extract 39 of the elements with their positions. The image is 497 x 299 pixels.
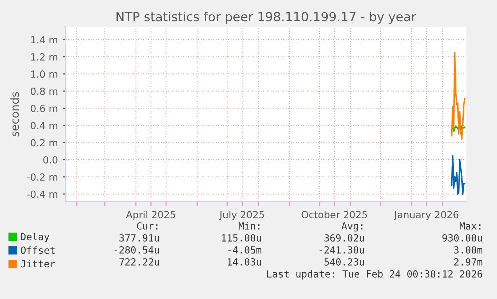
chart-title: NTP statistics for peer 198.110.199.17 - by year: [116, 12, 416, 24]
text: 115.00u: [222, 234, 262, 242]
y-tick-label: 0.8 m: [30, 88, 58, 96]
text: Last update: Tue Feb 24 00:30:12 2026: [267, 270, 482, 280]
text: Cur:: [137, 222, 158, 230]
y-tick-label: -0.4 m: [27, 190, 58, 198]
text: 3.00m: [454, 246, 483, 254]
legend-label: Offset: [21, 246, 55, 254]
text: 2.97m: [454, 258, 483, 266]
text: 14.03u: [228, 258, 262, 266]
text: 540.23u: [324, 258, 364, 266]
text: Avg:: [342, 222, 363, 232]
line-series: [451, 52, 466, 140]
text: 369.02u: [324, 234, 364, 242]
y-tick-label: 1.0 m: [31, 70, 58, 78]
x-tick-label: January 2026: [394, 211, 459, 220]
y-tick-label: 0.4 m: [30, 122, 58, 130]
y-tick-label: 1.2 m: [31, 54, 58, 61]
y-axis-title: seconds: [10, 92, 20, 137]
text: Max:: [460, 222, 481, 230]
x-tick-label: April 2025: [126, 211, 176, 220]
y-tick-label: 1.4 m: [31, 36, 58, 44]
legend-label: Jitter: [21, 260, 56, 268]
x-tick-label: October 2025: [302, 211, 368, 219]
text: -4.05m: [228, 246, 262, 254]
x-tick-label: July 2025: [219, 211, 264, 220]
y-tick-label: 0.6 m: [30, 104, 58, 112]
y-tick-label: 0.2 m: [30, 139, 58, 147]
line-series: [451, 154, 466, 195]
line-series: [451, 124, 466, 132]
y-tick-label: -0.2 m: [27, 174, 58, 181]
y-tick-label: 0.0: [44, 156, 58, 164]
text: 722.22u: [120, 258, 160, 266]
text: -241.30u: [320, 246, 364, 254]
text: Min:: [238, 222, 260, 230]
text: 377.91u: [120, 234, 160, 242]
text: 930.00u: [442, 234, 482, 242]
text: -280.54u: [114, 246, 160, 254]
legend-label: Delay: [21, 233, 50, 242]
